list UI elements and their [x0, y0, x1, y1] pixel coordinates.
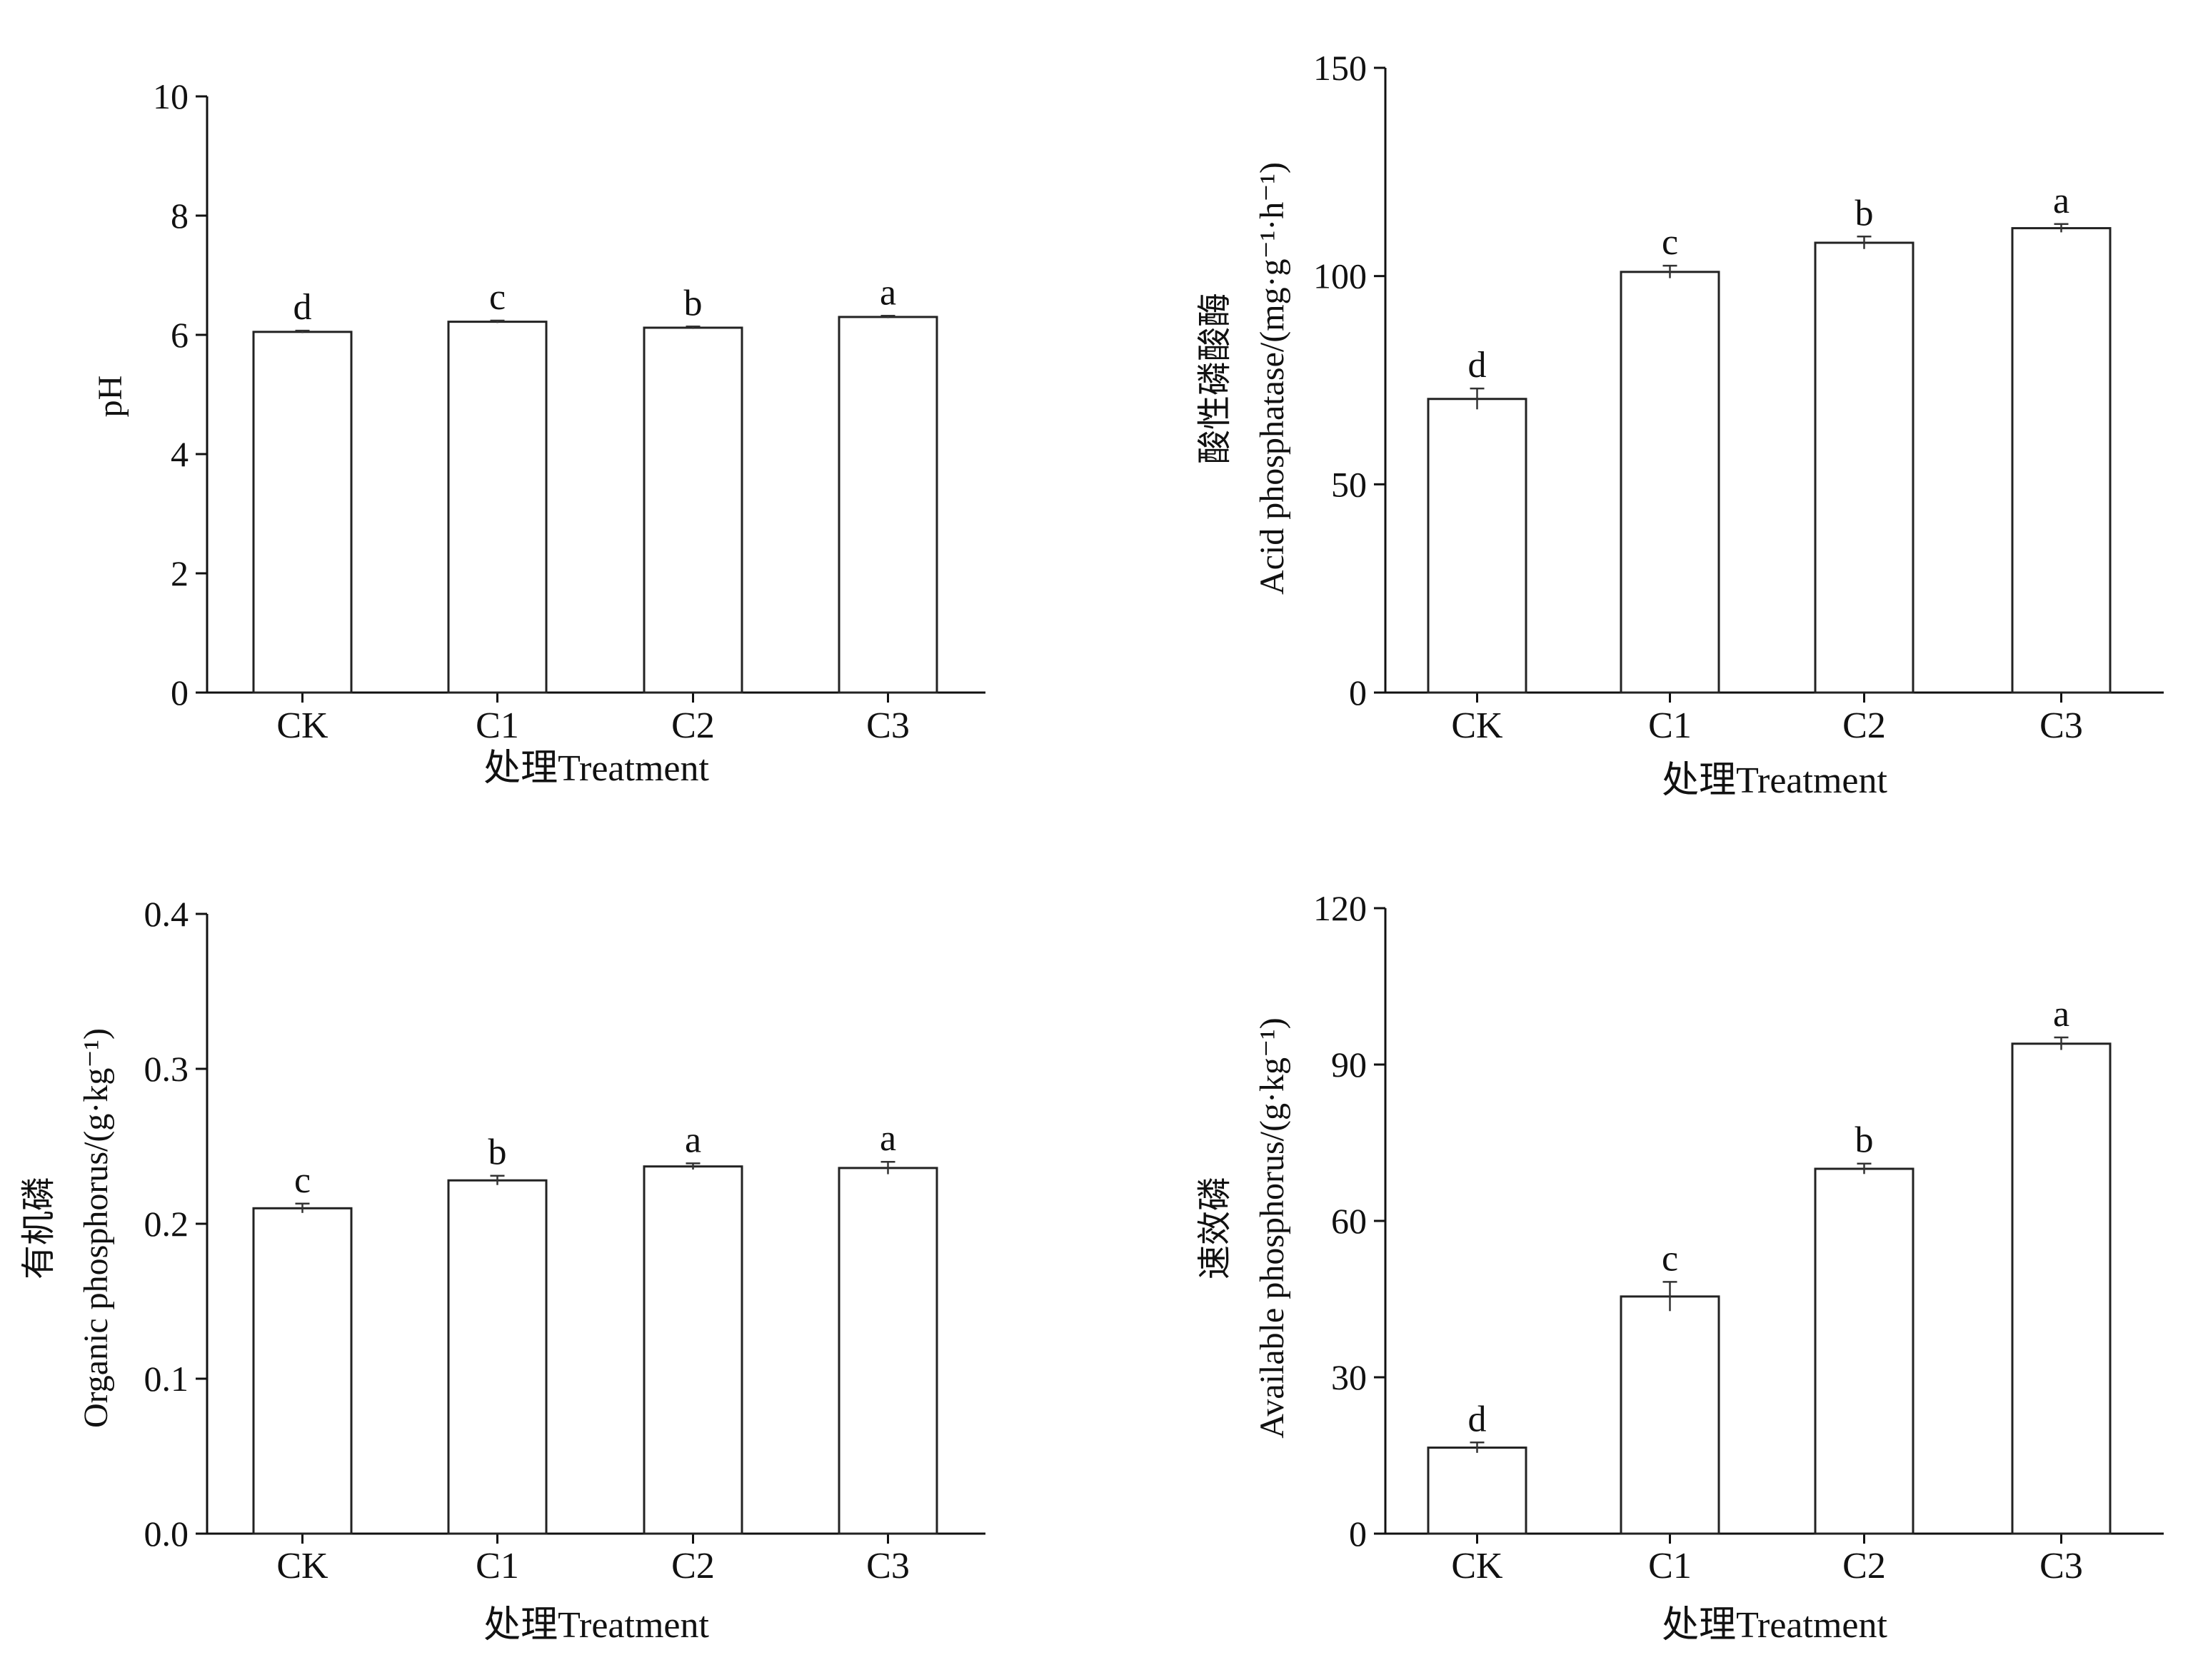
- y-tick-label: 100: [1313, 256, 1367, 296]
- category-label: C1: [476, 1546, 519, 1586]
- category-label: C1: [476, 705, 519, 746]
- category-label: C3: [2039, 705, 2083, 746]
- significance-label: b: [684, 283, 703, 323]
- category-label: C2: [1842, 1546, 1886, 1586]
- bar-C2: [1814, 241, 1915, 694]
- significance-label: c: [1662, 222, 1678, 263]
- y-tick-label: 60: [1331, 1201, 1367, 1241]
- y-tick-label: 0: [171, 673, 189, 713]
- significance-label: d: [1468, 345, 1487, 386]
- y-tick-label: 0: [1349, 1514, 1367, 1554]
- y-axis-label: Organic phosphorus/(g·kg⁻¹): [77, 1028, 115, 1428]
- x-axis-label: 处理Treatment: [1662, 760, 1887, 801]
- bar-C3: [838, 1167, 938, 1535]
- category-label: C1: [1648, 705, 1692, 746]
- significance-label: d: [293, 287, 312, 328]
- chart-panel-acid-phosphatase: 0 50 100 150 d CK c C1 b C2 a C3 处理Treatment 酸性磷酸酶 Aci…: [1196, 48, 2164, 801]
- bar-C3: [838, 316, 938, 694]
- significance-label: c: [1662, 1238, 1678, 1279]
- bar-C1: [1620, 271, 1720, 694]
- bar-C2: [643, 326, 743, 694]
- category-label: CK: [276, 1546, 328, 1586]
- bar-C1: [447, 1179, 548, 1535]
- y-tick-label: 150: [1313, 48, 1367, 88]
- y-tick-label: 8: [171, 196, 189, 236]
- significance-label: b: [1855, 1120, 1874, 1161]
- y-tick-label: 0.2: [144, 1204, 189, 1244]
- significance-label: c: [294, 1160, 311, 1201]
- y-axis-label: Acid phosphatase/(mg·g⁻¹·h⁻¹): [1253, 162, 1291, 595]
- bar-C2: [643, 1165, 743, 1535]
- significance-label: a: [880, 272, 896, 313]
- y-tick-label: 0.4: [144, 894, 189, 934]
- significance-label: b: [1855, 193, 1874, 233]
- y-tick-label: 120: [1313, 888, 1367, 928]
- bar-C3: [2011, 1042, 2112, 1535]
- category-label: C3: [866, 1546, 910, 1586]
- category-label: C3: [866, 705, 910, 746]
- category-label: C1: [1648, 1546, 1692, 1586]
- significance-label: a: [2053, 994, 2069, 1035]
- x-axis-label: 处理Treatment: [483, 748, 709, 789]
- significance-label: a: [880, 1118, 896, 1159]
- y-axis-label: 有机磷: [20, 1177, 58, 1279]
- y-tick-label: 0.1: [144, 1359, 189, 1399]
- significance-label: c: [489, 277, 506, 318]
- y-axis-label: 速效磷: [1196, 1177, 1234, 1279]
- bar-CK: [252, 331, 353, 694]
- bar-C1: [1620, 1295, 1720, 1535]
- significance-label: a: [685, 1120, 701, 1160]
- x-axis-label: 处理Treatment: [1662, 1605, 1887, 1646]
- y-tick-label: 6: [171, 315, 189, 355]
- significance-label: d: [1468, 1399, 1487, 1439]
- significance-label: b: [488, 1132, 507, 1173]
- category-label: CK: [1451, 1546, 1503, 1586]
- y-axis-label: pH: [91, 376, 129, 418]
- category-label: C2: [671, 1546, 715, 1586]
- chart-panel-organic-phosphorus: 0.0 0.1 0.2 0.3 0.4 c CK b C1 a C2 a C3 处理Treatment 有机…: [20, 894, 985, 1646]
- y-tick-label: 30: [1331, 1357, 1367, 1397]
- category-label: C3: [2039, 1546, 2083, 1586]
- y-tick-label: 0.0: [144, 1514, 189, 1554]
- y-axis-label: 酸性磷酸酶: [1196, 293, 1234, 464]
- y-axis-label: Available phosphorus/(g·kg⁻¹): [1253, 1017, 1291, 1438]
- x-axis-label: 处理Treatment: [483, 1605, 709, 1646]
- bar-C1: [447, 321, 548, 694]
- y-tick-label: 2: [171, 553, 189, 593]
- bar-C3: [2011, 227, 2112, 694]
- y-tick-label: 0.3: [144, 1049, 189, 1089]
- category-label: CK: [1451, 705, 1503, 746]
- y-tick-label: 4: [171, 434, 189, 474]
- chart-panel-available-phosphorus: 0 30 60 90 120 d CK c C1 b C2 a C3 处理Treatment 速效磷 Avai…: [1196, 888, 2164, 1646]
- bar-CK: [252, 1207, 353, 1535]
- chart-panel-ph: 0 2 4 6 8 10 d CK c C1 b C2 a C3 处理Treatment pH: [91, 76, 985, 789]
- y-tick-label: 10: [153, 76, 189, 116]
- category-label: C2: [1842, 705, 1886, 746]
- category-label: CK: [276, 705, 328, 746]
- y-tick-label: 90: [1331, 1045, 1367, 1085]
- category-label: C2: [671, 705, 715, 746]
- y-tick-label: 0: [1349, 673, 1367, 713]
- bar-C2: [1814, 1167, 1915, 1535]
- y-tick-label: 50: [1331, 464, 1367, 504]
- bar-CK: [1427, 398, 1527, 694]
- bar-CK: [1427, 1447, 1527, 1535]
- significance-label: a: [2053, 181, 2069, 221]
